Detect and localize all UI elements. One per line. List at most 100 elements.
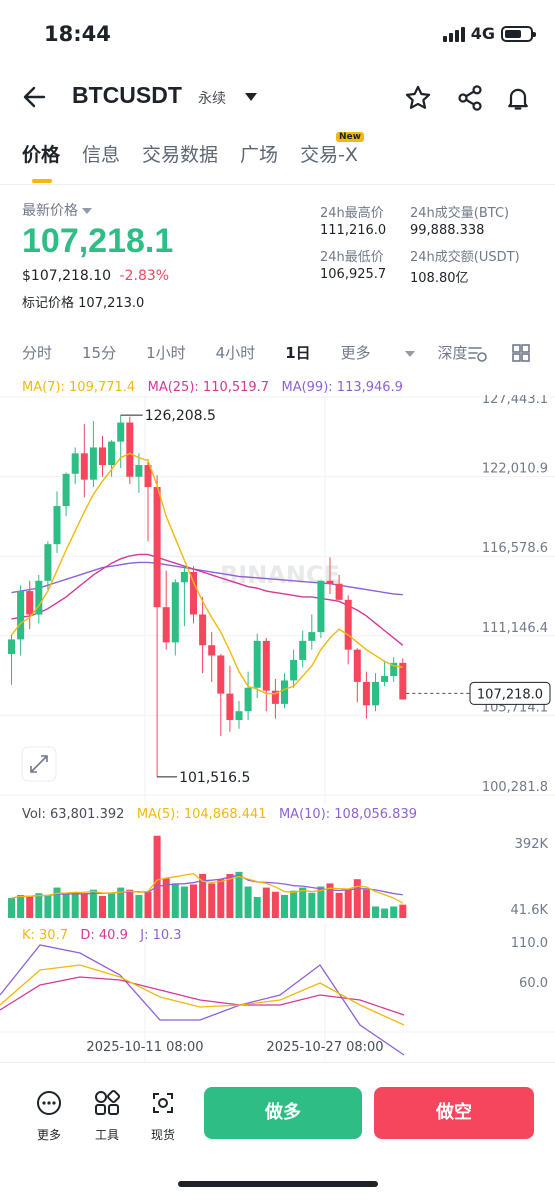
ma99-line xyxy=(11,561,403,596)
candle xyxy=(208,645,216,656)
candle xyxy=(99,447,106,466)
tab-trading-data[interactable]: 交易数据 xyxy=(142,144,219,166)
volume-bar xyxy=(308,892,316,918)
last-price: 107,218.1 xyxy=(22,222,174,260)
candle xyxy=(153,487,161,608)
short-button[interactable]: 做空 xyxy=(374,1087,534,1139)
interval-15m[interactable]: 15分 xyxy=(82,344,117,362)
bell-icon[interactable] xyxy=(504,84,532,112)
battery-icon xyxy=(501,25,536,42)
volume-bar xyxy=(71,892,79,918)
more-icon xyxy=(37,1091,61,1115)
volume-bar xyxy=(399,904,407,918)
volume-bar xyxy=(153,835,161,918)
vol-ma10-line xyxy=(11,874,403,899)
low-value: 106,925.7 xyxy=(320,267,387,282)
volume-bar xyxy=(44,894,52,918)
volume-bar xyxy=(244,886,252,918)
kdj-y-tick-label: 110.0 xyxy=(511,936,548,951)
tools-label: 工具 xyxy=(94,1128,119,1142)
candlestick-chart[interactable]: BINANCE 127,443.1122,010.9116,578.6111,1… xyxy=(0,395,555,805)
interval-time[interactable]: 分时 xyxy=(22,344,53,362)
volume-bar xyxy=(190,884,197,918)
kdj-legend: K: 30.7 D: 40.9 J: 10.3 xyxy=(22,928,182,943)
candle xyxy=(226,693,234,721)
interval-more[interactable]: 更多 xyxy=(341,342,416,363)
volume-bar xyxy=(299,887,307,918)
usd-price-line: $107,218.10 -2.83% xyxy=(22,268,169,284)
interval-4h[interactable]: 4小时 xyxy=(215,344,256,362)
candle xyxy=(253,640,261,688)
candle xyxy=(144,465,152,488)
x-tick-label: 2025-10-27 08:00 xyxy=(266,1040,383,1055)
candle xyxy=(162,607,170,643)
volume-bar xyxy=(208,883,216,918)
back-arrow-icon[interactable] xyxy=(22,84,48,110)
volume-bar xyxy=(162,878,170,918)
candle xyxy=(317,580,325,633)
tools-button[interactable]: 工具 xyxy=(82,1089,132,1143)
layout-grid-icon[interactable] xyxy=(510,342,532,364)
vol-ma5-label: MA(5): 104,868.441 xyxy=(136,807,267,822)
low-label: 24h最低价 xyxy=(320,250,384,265)
candle xyxy=(335,583,343,600)
long-button[interactable]: 做多 xyxy=(204,1087,362,1139)
candle xyxy=(8,639,15,655)
current-price-tag xyxy=(469,681,551,705)
depth-tab[interactable]: 深度 xyxy=(437,344,468,362)
kdj-k-label: K: 30.7 xyxy=(22,928,68,943)
candle xyxy=(35,580,43,615)
volume-bar xyxy=(390,906,398,918)
header: BTCUSDT 永续 xyxy=(0,76,555,120)
volume-bar xyxy=(353,879,361,918)
status-time: 18:44 xyxy=(44,22,111,46)
tab-trade-x[interactable]: 交易-X New xyxy=(300,132,364,167)
caret-down-icon xyxy=(405,351,416,357)
spot-label: 现货 xyxy=(150,1128,175,1142)
ma-legend: MA(7): 109,771.4 MA(25): 110,519.7 MA(99… xyxy=(22,380,403,395)
candle xyxy=(381,676,389,682)
interval-1h[interactable]: 1小时 xyxy=(146,344,186,362)
candle xyxy=(126,422,134,477)
volume-bar xyxy=(126,889,134,918)
volume-chart[interactable]: 392K 41.6K xyxy=(0,828,555,924)
mark-price: 107,213.0 xyxy=(78,296,145,311)
candle xyxy=(372,681,379,706)
tab-info[interactable]: 信息 xyxy=(82,144,121,166)
caret-down-icon[interactable] xyxy=(244,92,258,102)
candle xyxy=(244,687,252,712)
candle xyxy=(108,441,116,466)
tab-price[interactable]: 价格 xyxy=(22,140,60,183)
indicator-settings-icon[interactable] xyxy=(466,342,488,364)
mark-price-line: 标记价格 107,213.0 xyxy=(22,292,144,311)
volume-bar xyxy=(62,893,70,918)
ma7-label: MA(7): 109,771.4 xyxy=(22,380,136,395)
interval-1d[interactable]: 1日 xyxy=(285,344,311,362)
more-button[interactable]: 更多 xyxy=(24,1089,74,1143)
volume-bar xyxy=(317,886,325,918)
star-icon[interactable] xyxy=(404,84,432,112)
volume-bar xyxy=(271,891,279,918)
volume-bar xyxy=(326,883,334,918)
price-change: -2.83% xyxy=(119,268,170,284)
vol-ma10-label: MA(10): 108,056.839 xyxy=(278,807,417,822)
symbol-title[interactable]: BTCUSDT xyxy=(72,82,182,108)
volume-bar xyxy=(99,895,106,918)
volume-bar xyxy=(372,906,379,918)
expand-chart-button[interactable] xyxy=(21,746,57,782)
share-icon[interactable] xyxy=(456,84,484,112)
y-tick-label: 111,146.4 xyxy=(482,621,548,636)
volume-bar xyxy=(53,887,61,918)
y-tick-label: 122,010.9 xyxy=(482,462,548,477)
high-label: 24h最高价 xyxy=(320,206,384,221)
candle xyxy=(344,599,352,650)
spot-button[interactable]: 现货 xyxy=(138,1089,188,1143)
candle xyxy=(180,572,188,583)
last-price-label[interactable]: 最新价格 xyxy=(22,200,542,220)
kdj-chart[interactable]: 110.0 60.0 2025-10-11 08:00 2025-10-27 08:0… xyxy=(0,925,555,1062)
tab-square[interactable]: 广场 xyxy=(240,144,279,166)
volume-bar xyxy=(135,894,143,918)
divider xyxy=(0,184,555,185)
volume-bar xyxy=(362,889,370,918)
volume-title: Vol: 63,801.392 xyxy=(22,807,125,822)
